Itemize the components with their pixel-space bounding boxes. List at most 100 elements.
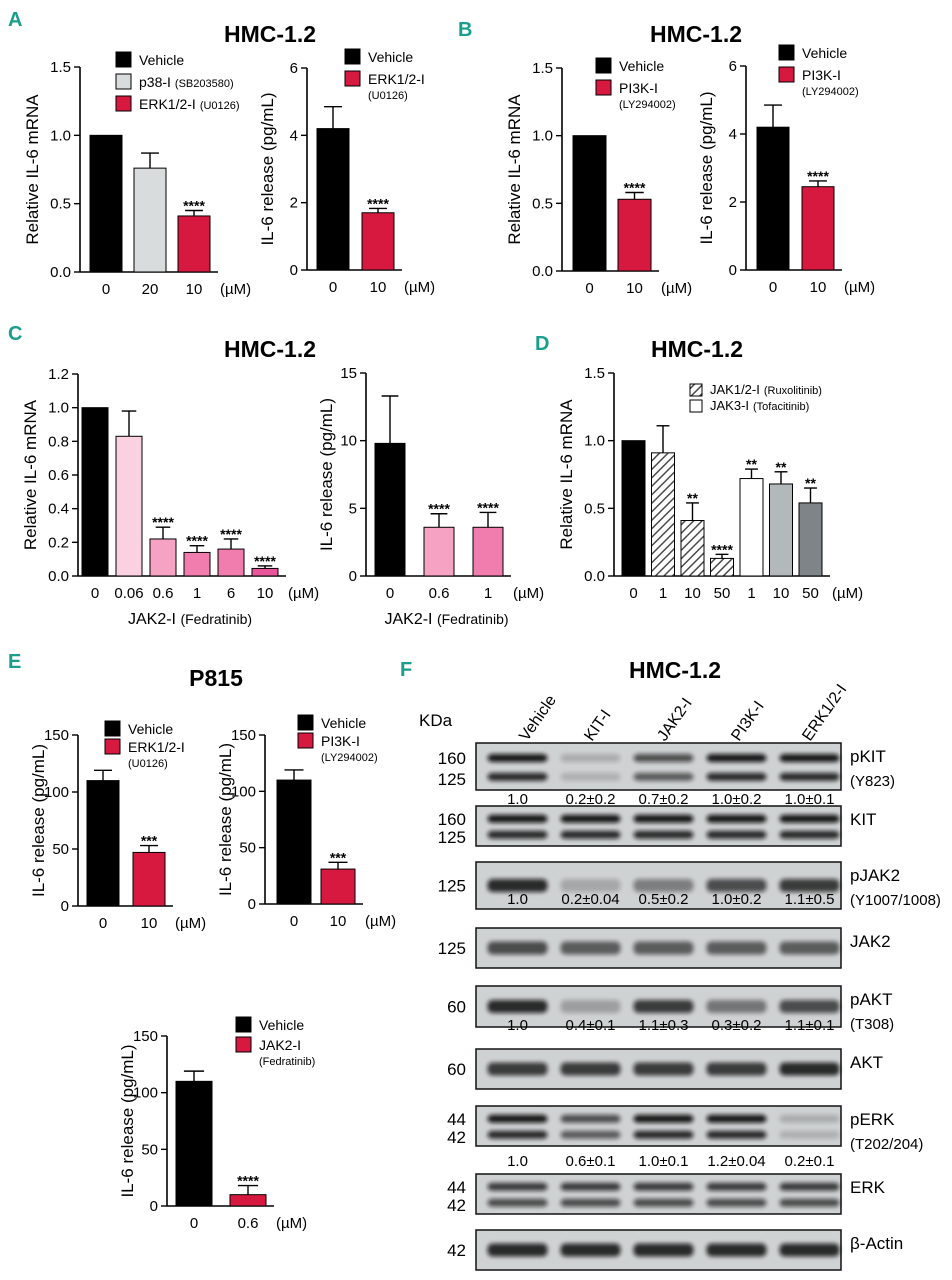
band (706, 1114, 767, 1123)
legend-swatch (235, 1036, 252, 1053)
y-tick-label: 0 (150, 1198, 158, 1215)
legend-label-main: Vehicle (802, 45, 847, 61)
molecular-weight-label: 42 (447, 1128, 466, 1147)
y-tick-label: 0.2 (48, 534, 69, 551)
legend-entry: Vehicle (115, 51, 184, 68)
molecular-weight-label: 60 (447, 998, 466, 1017)
legend-label-sub: (Ruxolitinib) (764, 385, 822, 397)
y-tick-label: 0.5 (50, 196, 71, 213)
y-tick-label: 0.0 (48, 568, 69, 585)
x-tick-label: 10 (141, 915, 158, 932)
legend-label-main: ERK1/2-I (139, 96, 196, 112)
blot-protein-label: KIT (850, 810, 876, 829)
x-unit-label: (µM) (661, 280, 692, 297)
molecular-weight-label: 42 (447, 1196, 466, 1215)
legend-label: Vehicle (128, 721, 173, 737)
significance-marker: **** (477, 499, 499, 515)
bar (175, 1080, 213, 1207)
molecular-weight-label: 125 (438, 877, 466, 896)
band (706, 1062, 767, 1076)
bar (177, 215, 211, 273)
band-quantification: 1.0 (507, 791, 528, 808)
significance-marker: **** (711, 541, 733, 557)
legend-label: ERK1/2-I (128, 739, 185, 755)
molecular-weight-label: 44 (447, 1178, 466, 1197)
bar (229, 1194, 267, 1207)
x-axis-title-main: JAK2-I (128, 611, 180, 628)
x-tick-label: 0.6 (429, 585, 450, 602)
legend-label-sub: (SB203580) (175, 78, 234, 90)
blot-membrane (475, 742, 842, 791)
lane-label: Vehicle (516, 692, 560, 744)
legend-label-sub: (Tofacitinib) (753, 401, 809, 413)
legend-entry: PI3K-I (LY294002) (595, 79, 676, 111)
y-axis-title: Relative IL-6 mRNA (23, 94, 42, 245)
band (487, 754, 548, 763)
band (779, 1130, 840, 1139)
chart-a1: 0.0 0.5 1.0 1.5 Relative IL-6 mRNA 0 20 **** 10 (… (23, 51, 251, 298)
legend-label: p38-I (SB203580) (139, 74, 234, 90)
significance-marker: **** (254, 553, 276, 569)
y-tick-label: 5 (349, 500, 357, 517)
band-quantification: 1.0±0.1 (639, 1153, 689, 1170)
band-quantification: 0.5±0.2 (639, 891, 689, 908)
panel-label-c: C (8, 323, 22, 345)
legend-entry: Vehicle (297, 714, 366, 731)
bar (374, 442, 406, 577)
y-tick-label: 50 (239, 840, 256, 857)
y-axis-title: IL-6 release (pg/mL) (216, 743, 235, 896)
band (487, 1062, 548, 1076)
y-tick-label: 0 (290, 262, 298, 279)
band (706, 879, 767, 892)
x-tick-label: 10 (626, 280, 643, 297)
band-quantification: 0.7±0.2 (639, 791, 689, 808)
band (633, 1000, 694, 1013)
molecular-weight-label: 60 (447, 1060, 466, 1079)
band-quantification: 1.2±0.04 (707, 1153, 765, 1170)
bar (86, 780, 120, 907)
legend-swatch (344, 70, 361, 87)
y-axis-title: IL-6 release (pg/mL) (118, 1044, 137, 1197)
y-tick-label: 1.0 (584, 433, 605, 450)
y-tick-label: 0.4 (48, 501, 69, 518)
band (560, 1198, 621, 1207)
legend-swatch (104, 738, 121, 755)
legend-swatch (297, 714, 314, 731)
legend-entry: Vehicle (344, 48, 413, 65)
x-tick-label: 0 (769, 279, 777, 296)
legend-entry: Vehicle (778, 44, 847, 61)
legend-swatch (778, 44, 795, 61)
y-tick-label: 4 (729, 126, 737, 143)
panel-c-title: HMC-1.2 (224, 336, 316, 362)
significance-marker: **** (186, 533, 208, 549)
band-quantification: 1.0±0.2 (712, 791, 762, 808)
y-tick-label: 150 (133, 1028, 158, 1045)
x-tick-label: 1 (193, 585, 201, 602)
significance-marker: *** (141, 833, 158, 849)
x-tick-label: 0.6 (153, 585, 174, 602)
x-unit-label: (µM) (365, 913, 396, 930)
x-unit-label: (µM) (513, 585, 544, 602)
x-tick-label: 0 (290, 913, 298, 930)
band-quantification: 0.2±0.1 (785, 1153, 835, 1170)
band (779, 1198, 840, 1207)
x-tick-label: 6 (227, 585, 235, 602)
band (560, 1000, 621, 1013)
bar (472, 526, 504, 577)
band (633, 1114, 694, 1123)
y-tick-label: 6 (290, 60, 298, 77)
x-tick-label: 0.6 (238, 1215, 259, 1232)
bar (739, 478, 764, 577)
x-unit-label: (µM) (844, 279, 875, 296)
legend-swatch (595, 57, 612, 74)
band (706, 1000, 767, 1013)
bar (316, 128, 350, 271)
band (633, 772, 694, 781)
legend-label-main: JAK1/2-I (710, 382, 760, 397)
y-tick-label: 50 (52, 841, 69, 858)
band (779, 879, 840, 892)
y-tick-label: 4 (290, 127, 298, 144)
